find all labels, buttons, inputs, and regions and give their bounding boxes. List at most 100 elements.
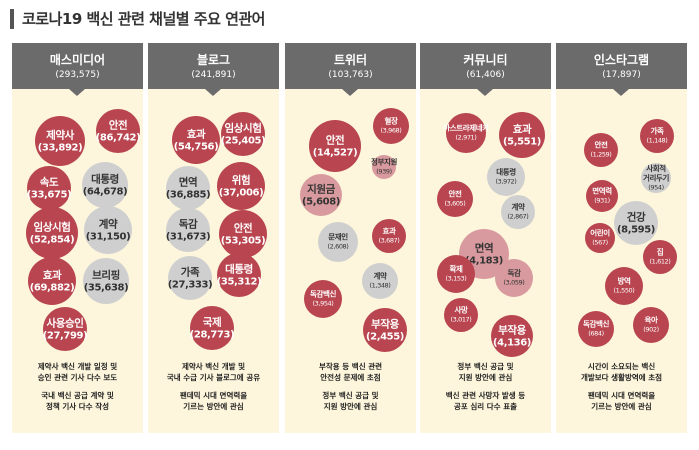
bubble-value: (3,968) [381,127,402,135]
bubble: 안전(3,605) [437,181,473,217]
bubble-term: 사용승인 [46,316,83,329]
bubble-value: (27,333) [168,280,213,291]
bubble-value: (31,150) [86,232,131,243]
bubble: 어린이(567) [585,223,615,253]
header-pointer [342,89,358,96]
bubble-term: 면역 [179,175,198,188]
bubble-term: 혈장 [385,116,398,126]
channel-header: 블로그 (241,891) [148,43,279,89]
bubble-value: (1,612) [650,258,671,266]
bubble: 속도 (33,675) [27,166,72,210]
bubble-term: 위험 [232,173,251,186]
bubble-circle [83,258,129,304]
channel-notes: 시간이 소요되는 백신 개발보다 생활방역에 초점 팬데믹 시대 면역력을 기르는… [556,361,687,412]
bubble: 면역 (36,885) [166,166,211,210]
bubble-value: (2,455) [366,332,404,343]
bubble: 대통령 (35,312) [217,253,262,297]
bubble-term: 안전 [449,189,462,199]
bubble-value: (31,673) [166,232,211,243]
bubble-value: (4,183) [465,256,503,267]
bubble-value: (33,675) [27,190,72,201]
bubble-term: 방역 [618,276,631,286]
bubble: 국제 (28,773) [190,306,235,350]
bubble: 임상시험 (25,405) [221,112,266,156]
bubble-circle [491,315,533,357]
bubble-term: 효과 [383,226,396,236]
bubble: 문재인(2,608) [318,222,358,262]
title-accent-bar [10,9,14,29]
bubble-term: 가족 [181,265,200,278]
bubble-term: 계약 [99,217,118,230]
bubble-circle [43,307,87,351]
channel-notes: 정부 백신 공급 및 지원 방안에 관심 백신 관련 사망자 발생 등 공포 심리… [420,361,551,412]
bubble-term: 제약사 [46,128,75,141]
bubble-term: 속도 [40,176,59,188]
bubble-value: (3,059) [504,279,525,287]
bubble: 사용승인 (27,799) [43,307,88,351]
header-pointer [613,89,629,96]
bubble: 방역(1,550) [605,267,643,305]
bubble-circle [586,180,618,212]
bubble-circle [221,112,265,156]
bubble-term: 브리핑 [92,268,120,281]
bubble-value: (3,017) [451,316,472,324]
bubble: 육아(902) [633,307,669,343]
bubble-term: 독감 [508,268,521,278]
bubble-term: 효과 [43,268,62,281]
bubble-term: 안전 [326,133,345,146]
channel-note: 팬데믹 시대 면역력을 기르는 방안에 관심 [179,391,248,411]
bubble: 부작용 (2,455) [363,308,407,352]
bubble-term: 대통령 [496,167,516,177]
bubble-circle [304,280,342,318]
bubble: 계약(2,867) [501,195,535,229]
bubble: 가족 (27,333) [168,256,213,300]
channel-column: 매스미디어 (293,575) 안전 (86,742) 제약사 (33,892) 속도 (33… [12,43,143,433]
bubble-circle [166,208,210,252]
channel-note: 정부 백신 공급 및 지원 방안에 관심 [322,391,379,411]
bubble-circle [172,116,220,164]
bubble-value: (1,348) [370,282,391,290]
bubble-term: 육아 [645,315,658,325]
bubble: 독감백신(684) [578,311,614,347]
bubble-circle [300,174,342,216]
bubble-value: (8,595) [617,225,655,236]
bubble-value: (33,892) [38,143,83,154]
bubble-circle [640,119,674,153]
channel-name: 커뮤니티 [463,53,508,67]
bubble-term: 효과 [513,122,532,135]
channel-note: 시간이 소요되는 백신 개발보다 생활방역에 초점 [580,362,663,382]
bubble-term: 안전 [109,118,128,131]
bubble-chart: 임상시험 (25,405) 효과 (54,756) 면역 (36,885) 위험 (37,00… [166,112,267,350]
bubble: 임상시험 (52,854) [26,207,78,259]
bubble: 건강 (8,595) [614,201,658,245]
bubble: 독감(3,059) [495,259,533,297]
bubble-value: (28,773) [190,330,235,341]
channel-notes: 제약사 백신 개발 일정 및 승인 관련 기사 다수 보도 국내 백신 공급 계약… [12,361,143,412]
bubble-value: (37,006) [219,188,264,199]
bubble-term: 계약 [374,271,387,281]
bubble-circle [28,257,76,305]
bubble-term: 거리두기 [643,172,669,182]
bubble-circle [633,307,669,343]
channel-header: 커뮤니티 (61,406) [420,43,551,89]
header-pointer [477,89,493,96]
bubble-value: (931) [594,197,609,205]
bubble-circle [578,311,614,347]
bubble: 대통령 (64,678) [82,162,128,208]
channel-note: 부작용 등 백신 관련 안전성 문제에 초점 [318,362,383,382]
bubble-value: (2,608) [328,243,349,251]
bubble: 계약 (31,150) [84,206,132,254]
bubble-term: 임상시험 [224,121,261,134]
bubble: 안전 (53,305) [219,210,267,258]
bubble-term: 정부지원 [371,157,397,167]
channel-name: 인스타그램 [593,53,650,67]
bubble-circle [27,166,71,210]
bubble-chart: 가족(1,148)안전(1,259)사회적거리두기(954)면역력(931)건강… [578,119,677,347]
bubble-term: 독감 [179,218,198,230]
bubble-circle [362,263,398,299]
bubble: 안전 (86,742) [96,109,141,153]
bubble: 사망(3,017) [444,298,478,332]
bubble: 정부지원(939) [371,155,398,179]
bubble-term: 면역 [475,241,494,254]
bubble-value: (5,551) [503,137,541,148]
